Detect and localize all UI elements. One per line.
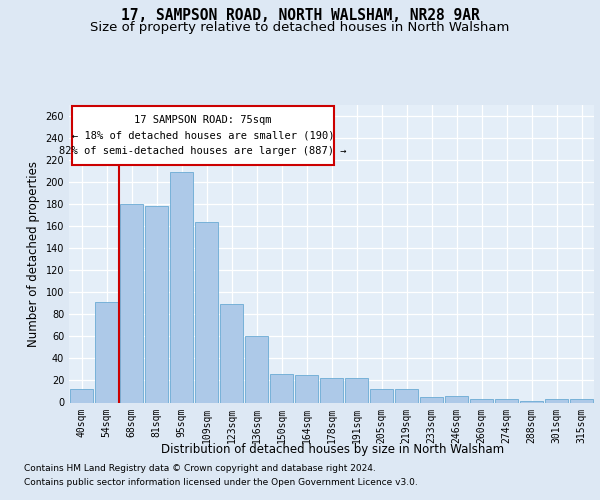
FancyBboxPatch shape [71, 106, 334, 164]
Bar [195, 222, 218, 402]
Bar [270, 374, 293, 402]
Bar [470, 399, 493, 402]
Bar [120, 204, 143, 402]
Bar [320, 378, 343, 402]
Bar [220, 304, 243, 402]
Bar [70, 390, 93, 402]
Bar [95, 302, 118, 402]
Y-axis label: Number of detached properties: Number of detached properties [27, 161, 40, 347]
Text: 17 SAMPSON ROAD: 75sqm
← 18% of detached houses are smaller (190)
82% of semi-de: 17 SAMPSON ROAD: 75sqm ← 18% of detached… [59, 115, 347, 156]
Text: Size of property relative to detached houses in North Walsham: Size of property relative to detached ho… [91, 21, 509, 34]
Bar [245, 336, 268, 402]
Bar [545, 399, 568, 402]
Bar [445, 396, 468, 402]
Bar [570, 399, 593, 402]
Text: Contains HM Land Registry data © Crown copyright and database right 2024.: Contains HM Land Registry data © Crown c… [24, 464, 376, 473]
Bar [395, 390, 418, 402]
Bar [170, 172, 193, 402]
Bar [495, 399, 518, 402]
Bar [295, 375, 318, 402]
Bar [145, 206, 168, 402]
Text: 17, SAMPSON ROAD, NORTH WALSHAM, NR28 9AR: 17, SAMPSON ROAD, NORTH WALSHAM, NR28 9A… [121, 8, 479, 22]
Text: Contains public sector information licensed under the Open Government Licence v3: Contains public sector information licen… [24, 478, 418, 487]
Text: Distribution of detached houses by size in North Walsham: Distribution of detached houses by size … [161, 442, 505, 456]
Bar [420, 397, 443, 402]
Bar [345, 378, 368, 402]
Bar [370, 390, 393, 402]
